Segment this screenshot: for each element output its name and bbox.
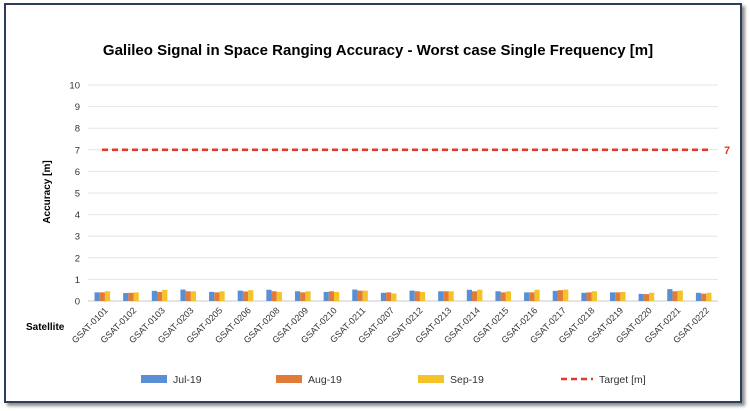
bar-jul-19 bbox=[123, 293, 129, 301]
y-tick-label: 2 bbox=[75, 253, 80, 264]
bar-jul-19 bbox=[294, 291, 301, 301]
chart-title: Galileo Signal in Space Ranging Accuracy… bbox=[103, 42, 653, 59]
bar-sep-19 bbox=[534, 289, 540, 301]
bar-jul-19 bbox=[524, 292, 530, 301]
legend-label: Aug-19 bbox=[308, 374, 342, 386]
legend: Jul-19 Aug-19 Sep-19 Target [m] bbox=[141, 374, 646, 386]
bar-sep-19 bbox=[505, 291, 512, 301]
bar-jul-19 bbox=[409, 290, 415, 301]
bar-aug-19 bbox=[586, 292, 592, 301]
bar-jul-19 bbox=[638, 293, 644, 301]
bar-aug-19 bbox=[529, 292, 535, 301]
legend-swatch-jul-19 bbox=[141, 375, 167, 383]
legend-label: Target [m] bbox=[599, 374, 646, 386]
bar-sep-19 bbox=[362, 290, 368, 301]
bar-sep-19 bbox=[649, 292, 655, 301]
y-axis-ticks: 0 1 2 3 4 5 6 7 8 9 10 bbox=[69, 81, 80, 308]
y-tick-label: 0 bbox=[75, 297, 80, 308]
bar-jul-19 bbox=[609, 292, 616, 301]
target-value-label: 7 bbox=[724, 145, 730, 157]
bar-aug-19 bbox=[471, 291, 478, 301]
bar-sep-19 bbox=[276, 291, 282, 301]
bar-aug-19 bbox=[242, 291, 249, 301]
bar-aug-19 bbox=[185, 291, 191, 301]
target-line-group: 7 bbox=[102, 145, 730, 157]
chart-frame: Galileo Signal in Space Ranging Accuracy… bbox=[4, 3, 742, 403]
y-tick-label: 8 bbox=[75, 124, 80, 135]
bar-jul-19 bbox=[209, 291, 215, 301]
bar-jul-19 bbox=[266, 289, 272, 301]
bar-jul-19 bbox=[495, 291, 501, 301]
bar-sep-19 bbox=[563, 289, 569, 301]
bar-jul-19 bbox=[695, 292, 702, 301]
bar-aug-19 bbox=[414, 291, 420, 301]
bar-jul-19 bbox=[667, 289, 673, 301]
bar-aug-19 bbox=[156, 291, 163, 301]
legend-swatch-sep-19 bbox=[418, 375, 444, 383]
y-tick-label: 3 bbox=[75, 232, 80, 243]
bar-jul-19 bbox=[323, 291, 329, 301]
bar-aug-19 bbox=[128, 292, 134, 301]
bar-aug-19 bbox=[500, 292, 506, 301]
bar-aug-19 bbox=[615, 292, 621, 301]
bar-aug-19 bbox=[357, 290, 363, 301]
bar-aug-19 bbox=[672, 291, 678, 301]
gridlines bbox=[88, 84, 718, 302]
bar-aug-19 bbox=[643, 294, 650, 301]
bar-jul-19 bbox=[552, 290, 558, 301]
bar-aug-19 bbox=[99, 292, 105, 301]
legend-label: Sep-19 bbox=[450, 374, 484, 386]
bar-sep-19 bbox=[248, 290, 254, 301]
chart: Galileo Signal in Space Ranging Accuracy… bbox=[26, 42, 730, 386]
bar-aug-19 bbox=[443, 291, 449, 301]
bar-jul-19 bbox=[180, 289, 186, 301]
bar-sep-19 bbox=[677, 290, 683, 301]
bar-aug-19 bbox=[701, 293, 707, 301]
bars bbox=[94, 289, 712, 301]
bar-sep-19 bbox=[162, 289, 168, 301]
y-tick-label: 4 bbox=[75, 210, 80, 221]
bar-sep-19 bbox=[190, 291, 197, 301]
bar-sep-19 bbox=[706, 292, 712, 301]
bar-aug-19 bbox=[214, 292, 220, 301]
bar-sep-19 bbox=[334, 291, 340, 301]
legend-swatch-aug-19 bbox=[276, 375, 302, 383]
y-tick-label: 10 bbox=[69, 81, 80, 92]
bar-sep-19 bbox=[477, 289, 483, 301]
bar-sep-19 bbox=[419, 291, 426, 301]
y-axis-label: Accuracy [m] bbox=[42, 160, 53, 223]
bar-sep-19 bbox=[391, 293, 397, 301]
x-axis-ticks: GSAT-0101GSAT-0102GSAT-0103GSAT-0203GSAT… bbox=[70, 305, 711, 345]
y-tick-label: 9 bbox=[75, 102, 80, 113]
y-tick-label: 6 bbox=[75, 167, 80, 178]
bar-jul-19 bbox=[151, 290, 157, 301]
bar-jul-19 bbox=[237, 290, 243, 301]
bar-sep-19 bbox=[219, 291, 225, 301]
y-tick-label: 1 bbox=[75, 275, 80, 286]
bar-jul-19 bbox=[380, 292, 387, 301]
bar-sep-19 bbox=[133, 292, 139, 301]
bar-aug-19 bbox=[300, 292, 306, 301]
bar-sep-19 bbox=[448, 291, 454, 301]
bar-sep-19 bbox=[305, 291, 311, 301]
bar-aug-19 bbox=[328, 291, 335, 301]
bar-aug-19 bbox=[271, 291, 277, 301]
bar-sep-19 bbox=[104, 291, 111, 301]
y-tick-label: 5 bbox=[75, 189, 80, 200]
bar-jul-19 bbox=[581, 292, 587, 301]
bar-sep-19 bbox=[591, 291, 597, 301]
bar-sep-19 bbox=[620, 291, 626, 301]
x-axis-label: Satellite bbox=[26, 322, 65, 333]
bar-jul-19 bbox=[438, 291, 444, 301]
y-tick-label: 7 bbox=[75, 145, 80, 156]
bar-jul-19 bbox=[352, 289, 358, 301]
bar-jul-19 bbox=[466, 289, 472, 301]
bar-aug-19 bbox=[557, 290, 564, 301]
bar-jul-19 bbox=[94, 292, 100, 301]
legend-label: Jul-19 bbox=[173, 374, 202, 386]
bar-aug-19 bbox=[386, 292, 392, 301]
